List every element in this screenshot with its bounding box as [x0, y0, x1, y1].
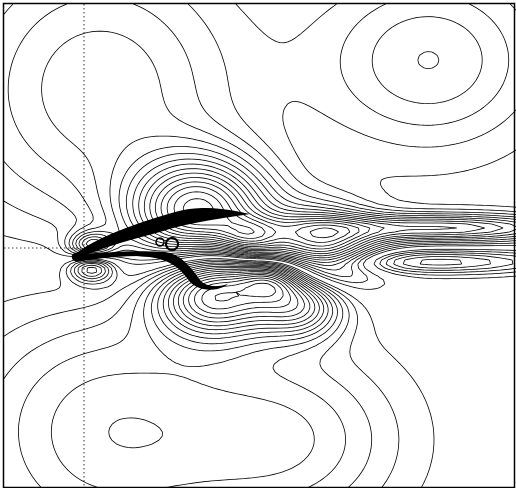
contour-line — [81, 258, 463, 449]
contour-line — [41, 30, 516, 266]
contour-line — [3, 250, 516, 488]
contour-line — [86, 266, 329, 345]
contour-line — [18, 254, 514, 488]
vortex-core — [155, 237, 165, 247]
contour-line — [194, 277, 291, 315]
contour-line — [85, 158, 485, 257]
body-upper-edge — [72, 208, 250, 258]
contour-line — [149, 172, 371, 250]
contour-line — [3, 248, 516, 488]
contour-line — [162, 268, 325, 339]
contour-line — [3, 3, 516, 277]
vortex-core — [165, 237, 179, 251]
contour-line — [81, 153, 504, 259]
nose-point — [71, 252, 81, 262]
body-lower-edge — [72, 251, 228, 290]
contour-line — [173, 271, 316, 331]
contour-line — [214, 282, 277, 302]
contour-line — [177, 272, 311, 327]
contour-line — [168, 269, 320, 335]
contour-line — [182, 274, 305, 323]
contour-line — [3, 3, 516, 284]
contour-line — [160, 181, 351, 243]
contour-line — [3, 252, 516, 488]
contour-line — [143, 168, 385, 252]
contour-line — [50, 256, 491, 488]
contour-line — [154, 177, 360, 247]
